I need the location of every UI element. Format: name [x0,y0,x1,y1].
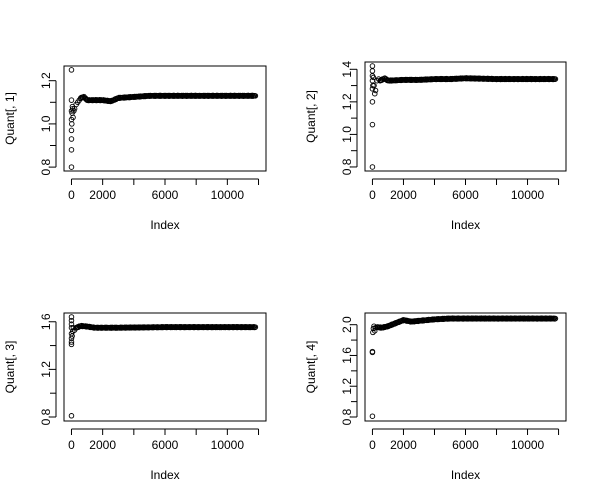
y-tick-label: 1.6 [39,313,53,330]
data-point [369,349,376,356]
data-point [115,95,121,102]
x-tick-label: 10000 [511,188,545,202]
data-point [369,68,376,74]
y-tick-label: 0.8 [39,158,53,175]
x-axis-label: Index [451,218,480,232]
data-point [369,99,376,105]
data-point [369,63,376,69]
x-tick-label: 0 [68,438,75,452]
data-point [68,97,75,103]
x-tick-label: 6000 [152,188,179,202]
data-point [68,413,75,419]
data-point [372,90,378,97]
x-tick-label: 0 [68,188,75,202]
data-points [68,314,259,419]
x-tick-label: 6000 [452,188,479,202]
y-tick-label: 1.2 [39,72,53,89]
data-point [69,121,75,127]
data-point [68,335,75,342]
chart-panel-1: 0 2000 6000 10000 0.8 1.0 1.2 Index Quant[, 1] [3,65,267,232]
y-tick-label: 1.0 [39,115,53,132]
data-point [248,93,255,99]
plot-frame [364,61,567,172]
y-tick-label: 1.2 [39,361,53,378]
x-tick-label: 10000 [211,188,245,202]
data-point [369,86,376,92]
x-tick-label: 0 [369,188,376,202]
chart-panel-4: 0 2000 6000 10000 0.8 1.2 1.6 2.0 Index Quant[, 4… [304,312,567,482]
plot-frame [63,312,267,422]
data-point [369,413,376,419]
data-point [372,87,379,94]
y-axis-label: Quant[, 1] [3,92,17,145]
data-points [369,63,559,170]
y-axis-label: Quant[, 2] [304,90,318,143]
x-axis-label: Index [451,468,480,482]
data-point [252,324,259,330]
data-point [68,339,75,345]
x-tick-label: 6000 [452,438,479,452]
data-point [68,67,75,73]
y-tick-label: 0.8 [340,408,354,425]
data-point [369,164,376,170]
y-tick-label: 0.8 [39,408,53,425]
y-tick-label: 1.0 [340,126,354,143]
y-axis-label: Quant[, 3] [3,341,17,394]
data-point [370,74,377,81]
data-point [552,76,559,82]
data-point [252,93,259,99]
y-axis-label: Quant[, 4] [304,341,318,394]
data-points [68,67,259,170]
x-tick-label: 10000 [211,438,245,452]
x-tick-label: 2000 [89,438,116,452]
data-point [371,82,377,89]
y-tick-label: 1.6 [340,347,354,364]
data-points [369,315,559,419]
data-point [68,317,75,324]
data-point [68,136,75,142]
y-tick-label: 1.2 [340,378,354,395]
y-tick-label: 1.2 [340,93,354,110]
chart-panel-3: 0 2000 6000 10000 0.8 1.2 1.6 Index Quant[, 3] [3,312,267,482]
x-tick-label: 2000 [89,188,116,202]
y-tick-label: 0.8 [340,158,354,175]
x-tick-label: 0 [369,438,376,452]
data-point [70,114,76,121]
data-point [68,147,75,153]
data-point [140,93,147,100]
x-axis-label: Index [150,218,179,232]
x-tick-label: 10000 [511,438,545,452]
x-tick-label: 6000 [152,438,179,452]
x-axis-label: Index [150,468,179,482]
plot-frame [364,312,567,422]
x-tick-label: 2000 [390,188,417,202]
plot-frame [63,65,267,172]
data-point [68,314,75,320]
data-point [549,75,556,82]
data-point [68,341,75,348]
data-point [552,315,559,322]
data-point [369,121,376,128]
x-tick-label: 2000 [390,438,417,452]
data-point [68,164,75,170]
y-tick-label: 1.4 [340,61,354,78]
chart-panel-2: 0 2000 6000 10000 0.8 1.0 1.2 1.4 Index Quant[, 2… [304,61,567,232]
data-point [68,127,75,134]
y-tick-label: 2.0 [340,316,354,333]
